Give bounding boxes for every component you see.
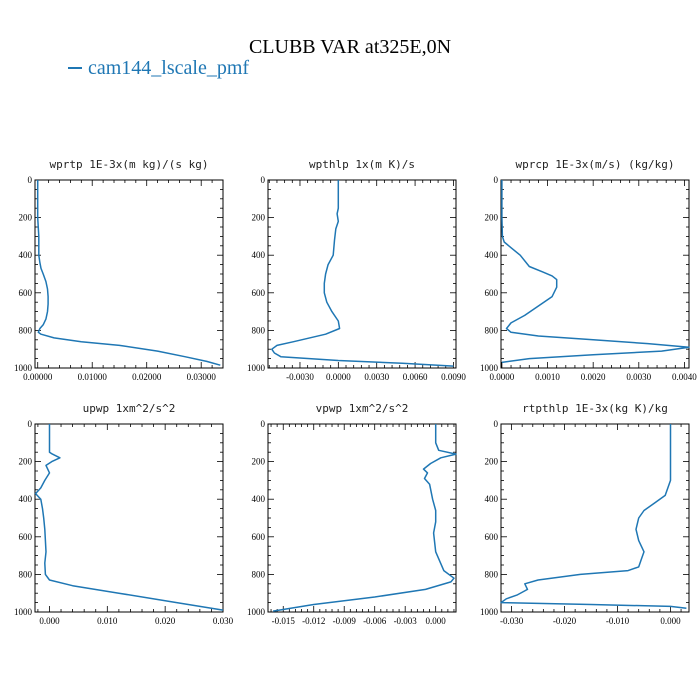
subplot-title: wpthlp 1x(m K)/s bbox=[309, 158, 415, 171]
y-tick-label: 600 bbox=[252, 532, 266, 542]
y-tick-label: 800 bbox=[19, 569, 33, 579]
y-tick-label: 1000 bbox=[14, 607, 33, 617]
subplot-1: wprtp 1E-3x(m kg)/(s kg) 0 200 400 600 800 100… bbox=[14, 158, 224, 382]
subplot-5: vpwp 1xm^2/s^2 0 200 400 600 800 1000 -0.015 -0.… bbox=[247, 402, 457, 626]
legend-label: cam144_lscale_pmf bbox=[88, 57, 250, 79]
y-tick-label: 600 bbox=[485, 288, 499, 298]
plot-frame bbox=[500, 423, 690, 613]
x-tick-label: -0.009 bbox=[333, 616, 357, 626]
x-tick-label: 0.0040 bbox=[672, 372, 697, 382]
y-tick-label: 200 bbox=[19, 457, 33, 467]
x-tick-label: 0.0000 bbox=[326, 372, 351, 382]
x-tick-label: 0.03000 bbox=[187, 372, 217, 382]
x-tick-label: 0.010 bbox=[97, 616, 118, 626]
y-tick-label: 0 bbox=[494, 175, 499, 185]
y-tick-label: 0 bbox=[494, 419, 499, 429]
x-tick-label: -0.012 bbox=[302, 616, 325, 626]
subplot-title: vpwp 1xm^2/s^2 bbox=[316, 402, 409, 415]
y-tick-label: 200 bbox=[485, 213, 499, 223]
subplot-title: wprcp 1E-3x(m/s) (kg/kg) bbox=[516, 158, 675, 171]
x-tick-label: -0.030 bbox=[500, 616, 524, 626]
x-tick-label: 0.0000 bbox=[490, 372, 515, 382]
x-tick-label: 0.030 bbox=[213, 616, 234, 626]
x-tick-label: 0.01000 bbox=[78, 372, 108, 382]
series-line bbox=[501, 180, 690, 364]
x-tick-label: -0.0030 bbox=[286, 372, 314, 382]
subplot-title: wprtp 1E-3x(m kg)/(s kg) bbox=[50, 158, 209, 171]
y-tick-label: 0 bbox=[28, 175, 33, 185]
y-tick-label: 200 bbox=[252, 213, 266, 223]
subplot-2: wpthlp 1x(m K)/s 0 200 400 600 800 1000 -0.0030… bbox=[247, 158, 466, 382]
series-line bbox=[36, 180, 221, 366]
series-line bbox=[34, 424, 224, 611]
plot-frame bbox=[267, 423, 457, 613]
series-line bbox=[500, 424, 687, 609]
y-tick-label: 800 bbox=[252, 325, 266, 335]
y-tick-label: 0 bbox=[261, 175, 266, 185]
y-tick-label: 800 bbox=[485, 325, 499, 335]
y-tick-label: 600 bbox=[19, 532, 33, 542]
x-tick-label: -0.006 bbox=[363, 616, 387, 626]
plot-frame bbox=[267, 179, 457, 369]
y-tick-label: 1000 bbox=[247, 607, 266, 617]
subplot-6: rtpthlp 1E-3x(kg K)/kg02004006008001000-… bbox=[480, 402, 690, 626]
x-tick-label: 0.020 bbox=[155, 616, 176, 626]
y-tick-label: 400 bbox=[485, 494, 499, 504]
y-tick-label: 400 bbox=[252, 250, 266, 260]
y-tick-label: 0 bbox=[261, 419, 266, 429]
y-tick-label: 400 bbox=[19, 494, 33, 504]
x-tick-label: 0.000 bbox=[426, 616, 447, 626]
legend-line-icon bbox=[68, 67, 82, 70]
y-tick-label: 200 bbox=[485, 457, 499, 467]
y-tick-label: 800 bbox=[19, 325, 33, 335]
x-tick-label: -0.010 bbox=[606, 616, 630, 626]
y-tick-label: 800 bbox=[252, 569, 266, 579]
y-tick-label: 600 bbox=[19, 288, 33, 298]
y-tick-label: 1000 bbox=[480, 363, 499, 373]
y-tick-label: 600 bbox=[485, 532, 499, 542]
y-tick-label: 0 bbox=[28, 419, 33, 429]
legend: cam144_lscale_pmf bbox=[68, 57, 249, 80]
x-tick-label: 0.00000 bbox=[23, 372, 53, 382]
subplot-title: upwp 1xm^2/s^2 bbox=[83, 402, 176, 415]
subplot-3: wprcp 1E-3x(m/s) (kg/kg) 0 200 400 600 800 100… bbox=[480, 158, 697, 382]
y-tick-label: 1000 bbox=[14, 363, 33, 373]
y-tick-label: 400 bbox=[252, 494, 266, 504]
y-tick-label: 800 bbox=[485, 569, 499, 579]
y-tick-label: 600 bbox=[252, 288, 266, 298]
figure-title: CLUBB VAR at325E,0N bbox=[248, 36, 452, 58]
x-tick-label: 0.0030 bbox=[626, 372, 651, 382]
y-tick-label: 400 bbox=[485, 250, 499, 260]
subplot-title: rtpthlp 1E-3x(kg K)/kg bbox=[522, 402, 668, 415]
y-tick-label: 200 bbox=[19, 213, 33, 223]
x-tick-label: 0.0020 bbox=[581, 372, 606, 382]
x-tick-label: 0.0060 bbox=[403, 372, 428, 382]
y-tick-label: 1000 bbox=[480, 607, 499, 617]
subplot-4: upwp 1xm^2/s^2 0 200 400 600 800 1000 0.000 0.01… bbox=[14, 402, 234, 626]
x-tick-label: -0.020 bbox=[553, 616, 577, 626]
series-line bbox=[271, 180, 454, 367]
y-tick-label: 400 bbox=[19, 250, 33, 260]
x-tick-label: 0.000 bbox=[660, 616, 681, 626]
x-tick-label: 0.000 bbox=[39, 616, 60, 626]
x-tick-label: 0.0010 bbox=[535, 372, 560, 382]
x-tick-label: -0.003 bbox=[394, 616, 418, 626]
y-tick-label: 200 bbox=[252, 457, 266, 467]
x-tick-label: 0.0090 bbox=[441, 372, 466, 382]
series-line bbox=[272, 424, 457, 612]
x-tick-label: -0.015 bbox=[272, 616, 296, 626]
x-tick-label: 0.0030 bbox=[364, 372, 389, 382]
x-tick-label: 0.02000 bbox=[132, 372, 162, 382]
y-tick-label: 1000 bbox=[247, 363, 266, 373]
